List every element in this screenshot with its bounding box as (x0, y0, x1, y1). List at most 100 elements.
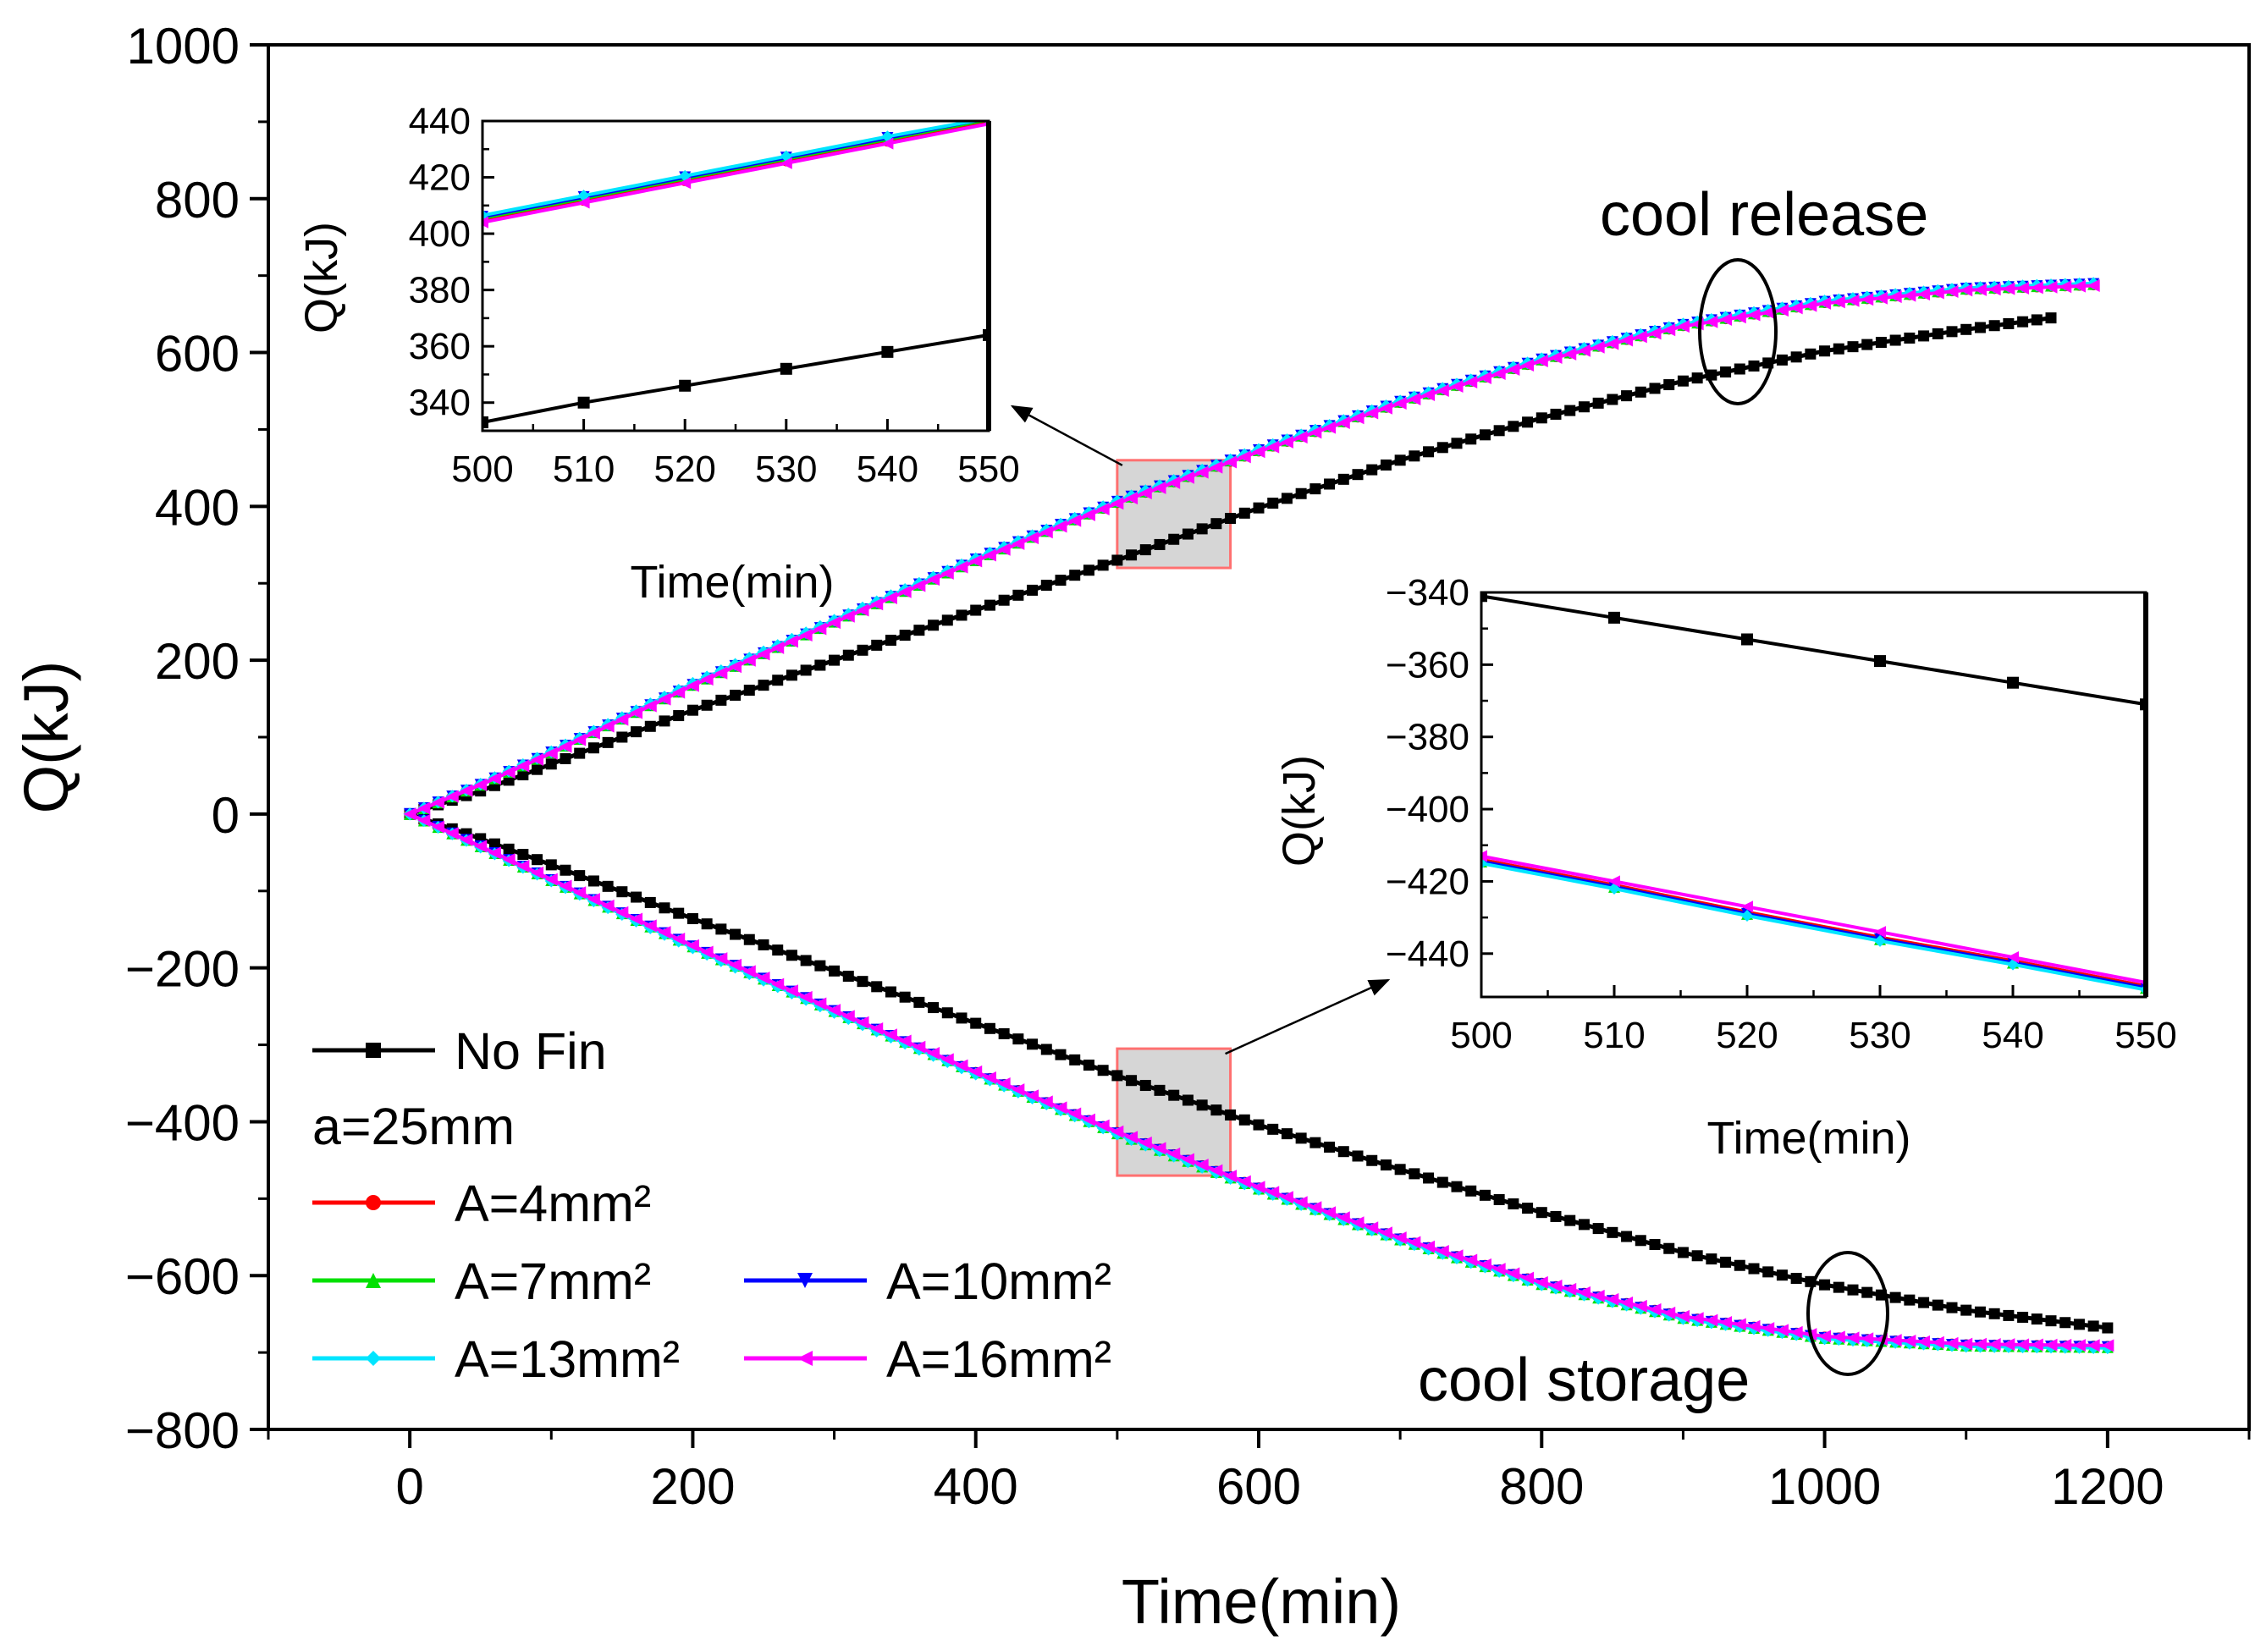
main-plot-frame (267, 43, 2251, 1431)
legend-title: a=25mm (312, 1098, 515, 1155)
series-a-16mm--point (2072, 1339, 2086, 1352)
series-no-fin-point (941, 614, 953, 626)
series-a-16mm--point (1039, 526, 1053, 539)
series-a-16mm--point (1988, 283, 2001, 296)
series-a-16mm--point (1507, 1267, 1520, 1280)
inset-bottom-y-tick-label: −380 (1386, 717, 1469, 758)
inset-top-point (983, 328, 989, 341)
series-a-16mm--point (1478, 1258, 1491, 1271)
series-a-16mm--point (1973, 1337, 1987, 1351)
legend-marker (366, 1273, 381, 1288)
series-a-16mm--point (1266, 440, 1280, 454)
series-no-fin-point (1734, 1259, 1745, 1271)
series-a-16mm--point (856, 603, 869, 617)
inset-bottom-x-tick-label: 510 (1583, 1015, 1645, 1056)
series-no-fin-point (941, 1007, 953, 1019)
series-a-16mm--point (1861, 1332, 1874, 1346)
series-no-fin-point (1097, 1065, 1109, 1077)
series-no-fin-point (1055, 1049, 1067, 1060)
series-no-fin-point (1592, 397, 1604, 409)
series-no-fin-point (1238, 1114, 1250, 1126)
series-a-16mm--point (474, 778, 488, 791)
series-no-fin-point (1550, 1210, 1562, 1222)
series-no-fin-point (913, 996, 925, 1008)
x-tick-label: 800 (1499, 1458, 1584, 1515)
series-a-16mm--point (1762, 306, 1775, 319)
series-no-fin-point (1790, 1272, 1802, 1284)
main-x-axis-label: Time(min) (1122, 1567, 1401, 1637)
series-a-16mm--point (2101, 1339, 2114, 1352)
series-no-fin-point (1479, 429, 1491, 441)
series-a-16mm--point (1535, 1275, 1548, 1289)
series-no-fin-point (1394, 1164, 1406, 1176)
series-no-fin-point (1253, 502, 1265, 514)
series-no-fin-point (1436, 1176, 1448, 1188)
series-a-16mm--point (729, 660, 742, 674)
series-no-fin-point (1649, 1239, 1661, 1251)
series-no-fin-point (1027, 1038, 1039, 1050)
series-a-16mm--point (1747, 308, 1761, 322)
series-a-16mm--point (1181, 471, 1194, 484)
series-a-16mm--point (1153, 1142, 1166, 1155)
series-no-fin-point (686, 912, 698, 924)
series-no-fin-point (829, 965, 841, 977)
x-tick-label: 200 (650, 1458, 735, 1515)
series-no-fin-point (885, 634, 896, 646)
series-a-16mm--point (757, 647, 770, 661)
series-no-fin-point (1663, 379, 1675, 391)
series-a-16mm--point (1988, 1337, 2001, 1351)
series-no-fin-point (1974, 322, 1986, 333)
series-no-fin-point (970, 1017, 982, 1029)
series-no-fin-point (1960, 1304, 1972, 1316)
series-a-16mm--point (1450, 1249, 1464, 1263)
series-a-16mm--point (474, 840, 488, 853)
series-no-fin-point (673, 710, 685, 722)
inset-top-x-tick-label: 520 (653, 449, 715, 490)
series-no-fin-point (1635, 1235, 1646, 1247)
series-a-16mm--point (1945, 1336, 1959, 1350)
series-a-16mm--point (1903, 1334, 1916, 1347)
inset-top-x-tick-label: 550 (957, 449, 1019, 490)
series-no-fin-point (1861, 1286, 1873, 1298)
inset-top-line (482, 122, 989, 224)
series-a-16mm--point (445, 827, 459, 840)
series-no-fin-point (1508, 421, 1519, 432)
inset-top-point (577, 196, 590, 209)
series-no-fin-point (928, 1002, 940, 1014)
series-no-fin-point (814, 960, 826, 972)
series-a-16mm--point (1634, 330, 1647, 344)
inset-bottom-x-tick-label: 550 (2114, 1015, 2176, 1056)
inset-top-point (482, 416, 488, 429)
series-a-16mm--point (1096, 1119, 1110, 1132)
series-a-16mm--point (1662, 1306, 1676, 1319)
series-a-16mm--point (870, 1021, 884, 1035)
series-a-16mm--point (1521, 1271, 1535, 1285)
series-no-fin-point (885, 986, 896, 998)
legend: No Fin A=4mm² A=7mm² A=10mm² A=13mm² A=16mm² (312, 1022, 1111, 1388)
series-a-16mm--point (1096, 503, 1110, 516)
series-a-16mm--point (1832, 295, 1845, 309)
series-a-16mm--point (1648, 327, 1662, 340)
series-a-16mm--point (1705, 1313, 1718, 1327)
legend-marker (366, 1043, 381, 1058)
series-no-fin-point (2059, 1317, 2071, 1329)
series-no-fin-point (758, 680, 769, 691)
series-no-fin-point (1168, 1089, 1180, 1101)
series-no-fin-point (1154, 1084, 1166, 1096)
inset-bottom-x-label: Time(min) (1707, 1113, 1911, 1164)
series-a-16mm--point (1054, 520, 1067, 533)
series-no-fin-point (857, 976, 868, 988)
series-a-16mm--point (1337, 416, 1350, 429)
series-no-fin-point (1423, 446, 1435, 458)
series-no-fin-point (998, 1027, 1010, 1039)
series-a-16mm--point (2087, 1339, 2100, 1352)
legend-label: A=16mm² (886, 1330, 1111, 1388)
series-a-16mm--point (1167, 1147, 1181, 1160)
series-a-16mm--point (2030, 1338, 2043, 1352)
series-a-16mm--point (1960, 1337, 1973, 1351)
series-a-16mm--point (432, 796, 445, 809)
inset-top-x-tick-label: 530 (755, 449, 817, 490)
series-a-16mm--point (2087, 278, 2100, 292)
series-a-16mm--point (1775, 304, 1789, 317)
inset-top-y-tick-label: 420 (409, 157, 471, 199)
